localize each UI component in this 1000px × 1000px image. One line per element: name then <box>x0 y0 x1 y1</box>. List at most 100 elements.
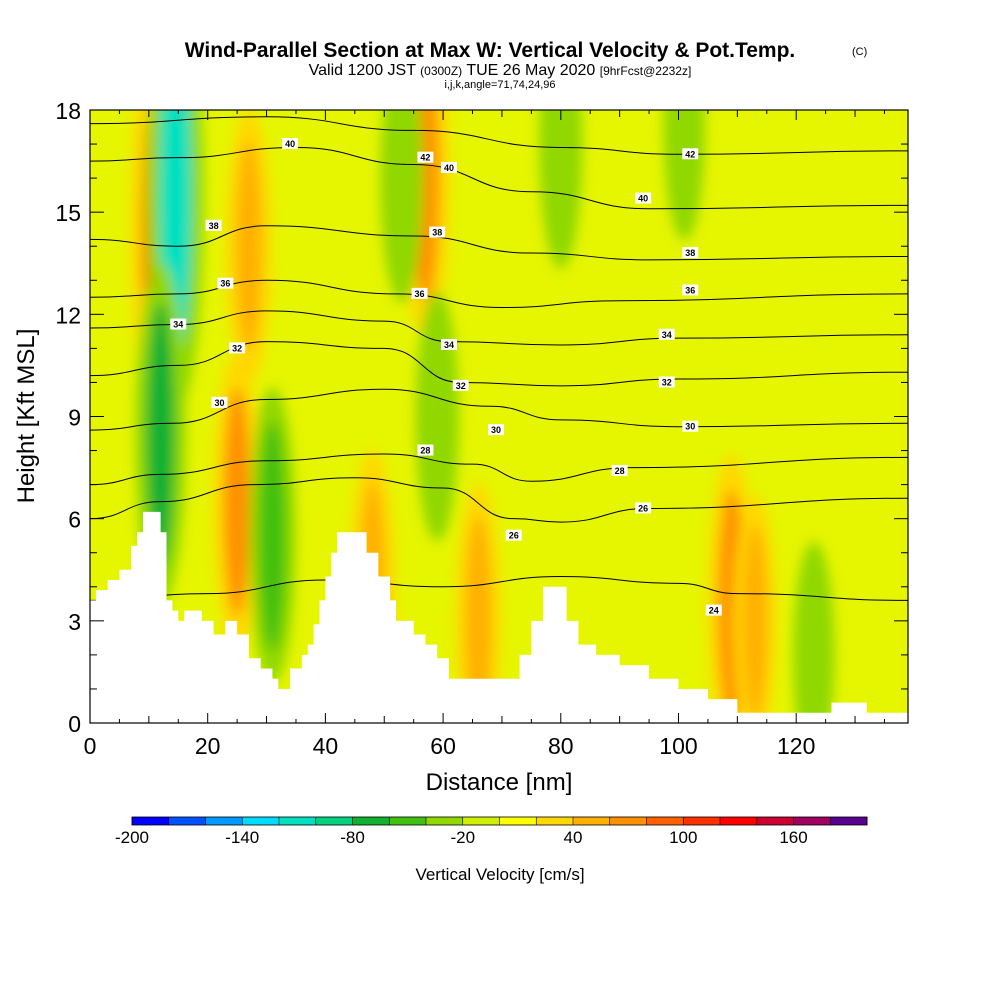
isentrope-label-bg <box>452 379 469 391</box>
colorbar-swatch <box>499 817 537 825</box>
isentrope-label: 26 <box>635 502 652 514</box>
subtitle-date: TUE 26 May 2020 <box>466 62 595 79</box>
isentrope-label-text: 38 <box>685 248 695 258</box>
isentrope-label: 34 <box>658 328 675 340</box>
colorbar-tick-label: -200 <box>115 828 149 847</box>
isentrope-label: 34 <box>170 318 187 330</box>
isentrope-label-text: 24 <box>709 606 719 616</box>
downdraft-core <box>389 110 414 275</box>
isentrope-label-bg <box>417 151 434 163</box>
y-tick-label: 18 <box>55 98 81 124</box>
isentrope-label-text: 28 <box>615 466 625 476</box>
isentrope-label-bg <box>635 192 652 204</box>
isentrope-label: 30 <box>211 396 228 408</box>
colorbar-swatch <box>609 817 647 825</box>
isentrope-label-text: 34 <box>173 320 183 330</box>
y-axis-title: Height [Kft MSL] <box>13 329 40 504</box>
colorbar-swatch <box>426 817 464 825</box>
isentrope-label-bg <box>429 226 446 238</box>
isentrope-label-text: 38 <box>209 221 219 231</box>
isentrope-34 <box>90 310 908 346</box>
isentrope-label-bg <box>417 444 434 456</box>
colorbar-swatch <box>720 817 758 825</box>
isentrope-label-bg <box>229 342 246 354</box>
isentrope-label: 38 <box>682 247 699 259</box>
chart-title-mark: (C) <box>852 46 867 58</box>
colorbar-swatch <box>279 817 317 825</box>
isentrope-label: 32 <box>229 342 246 354</box>
colorbar-swatch <box>168 817 206 825</box>
colorbar-swatch <box>756 817 794 825</box>
isentrope-label-bg <box>682 284 699 296</box>
y-tick-label: 3 <box>68 609 81 635</box>
x-tick-label: 0 <box>84 733 97 759</box>
isentrope-label: 26 <box>505 529 522 541</box>
colorbar-tick-label: -20 <box>450 828 475 847</box>
colorbar-tick-label: 100 <box>669 828 697 847</box>
x-tick-label: 120 <box>777 733 815 759</box>
isentrope-label: 28 <box>417 444 434 456</box>
downdraft-core <box>259 421 286 650</box>
isentrope-label: 32 <box>452 379 469 391</box>
x-tick-label: 20 <box>195 733 221 759</box>
isentrope-38 <box>90 225 908 261</box>
x-tick-label: 40 <box>313 733 339 759</box>
colorbar-swatch <box>352 817 390 825</box>
isentrope-label-text: 38 <box>432 228 442 238</box>
isentrope-36 <box>90 279 908 309</box>
isentrope-label-bg <box>682 148 699 160</box>
chart-subtitle: Valid 1200 JST (0300Z) TUE 26 May 2020 [… <box>309 62 692 79</box>
x-axis: 0 20 40 60 80 100 120 <box>84 110 885 759</box>
isentrope-label: 36 <box>682 284 699 296</box>
y-tick-label: 12 <box>55 302 81 328</box>
isentrope-28 <box>90 453 908 486</box>
colorbar-swatch <box>205 817 243 825</box>
isentrope-label: 40 <box>440 161 457 173</box>
isentrope-26 <box>90 477 908 523</box>
isentrope-label-bg <box>440 338 457 350</box>
subtitle-utc: (0300Z) <box>420 64 462 78</box>
y-tick-label: 15 <box>55 200 81 226</box>
colorbar-swatch <box>646 817 684 825</box>
y-tick-label: 6 <box>68 507 81 533</box>
isentrope-label-bg <box>705 604 722 616</box>
isentrope-label-text: 30 <box>685 422 695 432</box>
isentrope-label-text: 34 <box>662 330 672 340</box>
isentrope-label-bg <box>635 502 652 514</box>
colorbar-swatch <box>242 817 280 825</box>
isentrope-label-text: 40 <box>285 139 295 149</box>
colorbar-tick-label: -140 <box>225 828 259 847</box>
isentrope-label: 42 <box>417 151 434 163</box>
downdraft-core <box>802 567 826 723</box>
colorbar-swatch <box>132 817 170 825</box>
isentrope-label: 38 <box>205 219 222 231</box>
downdraft-core <box>548 110 573 241</box>
isentrope-label: 30 <box>488 424 505 436</box>
downdraft-core <box>146 301 175 566</box>
isentrope-label-text: 42 <box>685 149 695 159</box>
isentrope-label: 36 <box>411 287 428 299</box>
colorbar-tick-label: 40 <box>564 828 583 847</box>
isentrope-label: 40 <box>635 192 652 204</box>
colorbar-tick-label: 160 <box>779 828 807 847</box>
isentrope-24 <box>90 576 908 601</box>
colorbar-swatch <box>573 817 611 825</box>
colorbar-swatch <box>683 817 721 825</box>
colorbar-swatch <box>536 817 574 825</box>
isentrope-label-bg <box>205 219 222 231</box>
subtitle-valid: Valid 1200 JST <box>309 62 417 79</box>
isentrope-label-bg <box>440 161 457 173</box>
isentrope-label-text: 36 <box>685 285 695 295</box>
isentrope-32 <box>90 341 908 387</box>
isentrope-label: 30 <box>682 420 699 432</box>
isentrope-42 <box>90 116 908 155</box>
updraft-core <box>236 141 262 352</box>
isentrope-label-text: 34 <box>444 340 454 350</box>
isentrope-label-bg <box>211 396 228 408</box>
y-tick-label: 0 <box>68 711 81 737</box>
isentrope-label-text: 36 <box>220 279 230 289</box>
colorbar-swatch <box>793 817 831 825</box>
updraft-core <box>224 387 251 616</box>
isentrope-label-text: 26 <box>509 531 519 541</box>
